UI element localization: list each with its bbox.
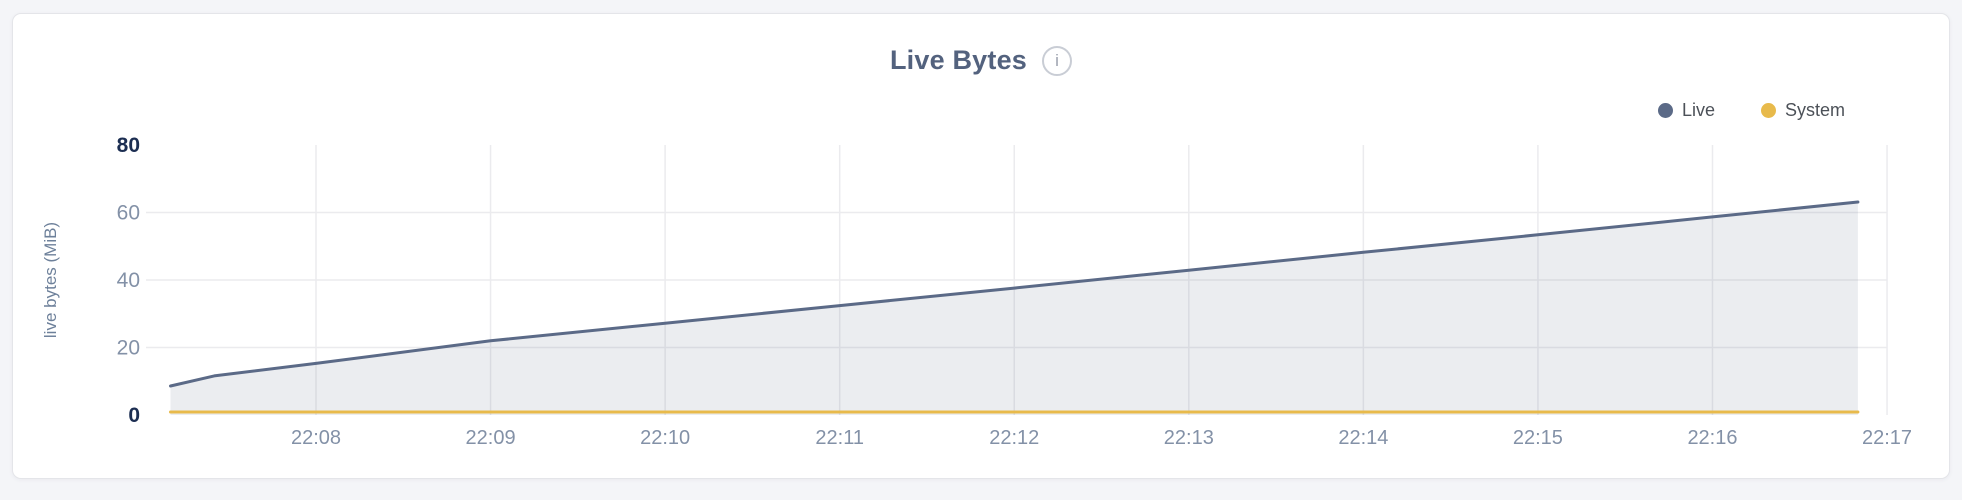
y-axis-title: live bytes (MiB) (41, 222, 60, 338)
series-areas (170, 202, 1858, 415)
x-tick-label: 22:10 (640, 427, 690, 449)
x-tick-label: 22:09 (466, 427, 516, 449)
x-tick-labels: 22:08 22:09 22:10 22:11 22:12 22:13 22:14 22:15… (291, 427, 1912, 449)
legend: Live System (1657, 100, 1845, 121)
y-tick-label: 60 (117, 202, 140, 225)
x-tick-label: 22:12 (989, 427, 1039, 449)
live-series-line (169, 200, 1860, 388)
x-tick-label: 22:16 (1687, 427, 1737, 449)
y-tick-label: 40 (117, 269, 140, 292)
chart-plot[interactable]: 0 20 40 60 80 22:08 22:09 22:10 22:11 22:12 22:13… (13, 14, 1951, 480)
y-tick-label: 80 (117, 134, 140, 157)
live-area-fill (170, 202, 1858, 415)
legend-swatch (1657, 103, 1673, 118)
x-tick-label: 22:08 (291, 427, 341, 449)
x-tick-label: 22:14 (1338, 427, 1388, 449)
x-tick-label: 22:11 (815, 427, 864, 449)
chart-header: Live Bytes i (13, 45, 1949, 76)
legend-item-system[interactable]: System (1760, 100, 1845, 121)
chart-card: Live Bytes i Live System 0 20 40 60 80 22:08 2… (12, 13, 1950, 479)
legend-swatch (1760, 103, 1776, 118)
x-tick-label: 22:15 (1513, 427, 1563, 449)
chart-title: Live Bytes (889, 45, 1028, 75)
x-tick-label: 22:13 (1164, 427, 1214, 449)
info-icon[interactable]: i (1042, 45, 1073, 76)
legend-label: System (1784, 100, 1845, 120)
y-tick-label: 20 (117, 337, 140, 360)
y-tick-label: 0 (128, 404, 140, 427)
series-lines (169, 200, 1860, 414)
x-tick-label: 22:17 (1862, 427, 1912, 449)
legend-label: Live (1681, 100, 1715, 120)
legend-item-live[interactable]: Live (1657, 100, 1715, 121)
y-tick-labels: 0 20 40 60 80 (117, 134, 140, 427)
